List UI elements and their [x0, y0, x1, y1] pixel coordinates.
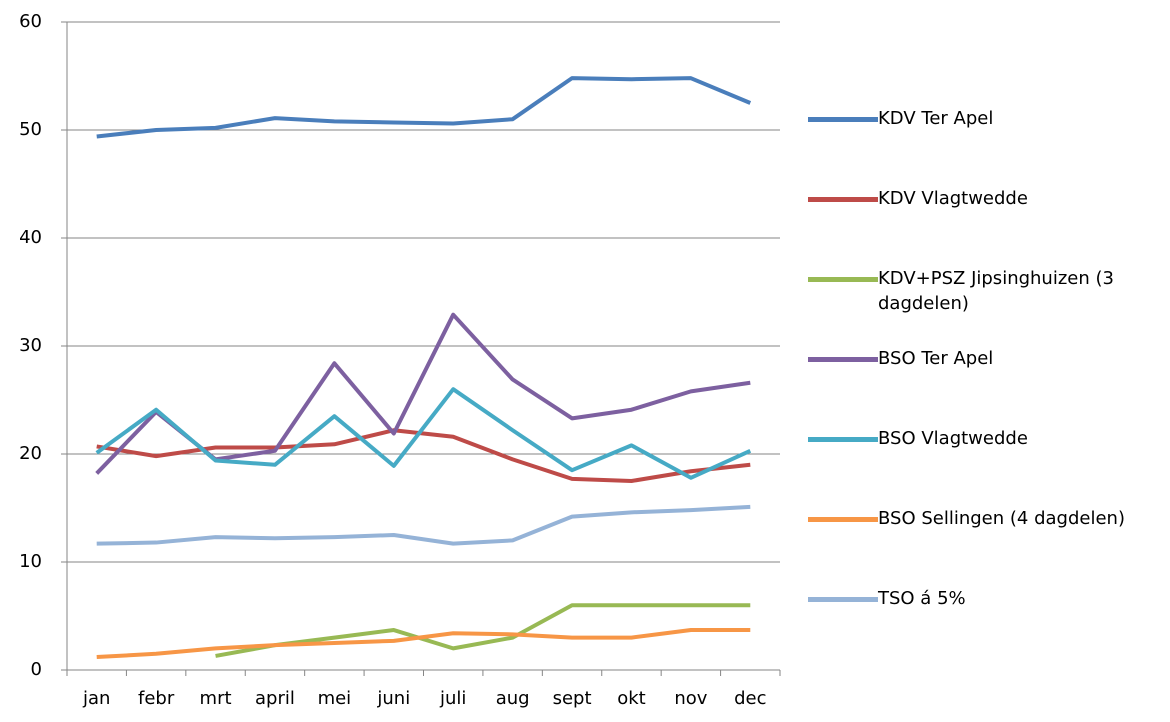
x-tick-label: nov [674, 688, 707, 709]
x-tick-label: aug [496, 688, 530, 709]
x-tick-label: mei [318, 688, 352, 709]
legend-item: TSO á 5% [808, 586, 1164, 611]
legend-label: BSO Vlagtwedde [878, 428, 1028, 449]
y-tick-label: 30 [19, 335, 42, 356]
x-tick-label: april [255, 688, 295, 709]
x-tick-label: sept [553, 688, 592, 709]
legend-swatch [808, 597, 878, 602]
legend-item: BSO Ter Apel [808, 346, 1164, 371]
legend-item: KDV+PSZ Jipsinghuizen (3 dagdelen) [808, 266, 1164, 316]
legend-swatch [808, 117, 878, 122]
legend-item: KDV Vlagtwedde [808, 186, 1164, 211]
x-tick-label: jan [82, 688, 110, 709]
legend-item: BSO Vlagtwedde [808, 426, 1164, 451]
series-line [96, 76, 752, 139]
y-tick-label: 60 [19, 11, 42, 32]
legend-item: BSO Sellingen (4 dagdelen) [808, 506, 1164, 531]
x-tick-label: okt [617, 688, 646, 709]
x-tick-label: febr [138, 688, 175, 709]
legend-label: TSO á 5% [878, 588, 966, 609]
legend-label: KDV+PSZ Jipsinghuizen (3 dagdelen) [878, 268, 1114, 314]
series-line [96, 628, 751, 660]
legend-label: KDV Ter Apel [878, 108, 994, 129]
legend-label: BSO Sellingen (4 dagdelen) [878, 508, 1125, 529]
legend-swatch [808, 277, 878, 282]
legend-item: KDV Ter Apel [808, 106, 1164, 131]
legend-swatch [808, 517, 878, 522]
legend-swatch [808, 357, 878, 362]
legend-label: KDV Vlagtwedde [878, 188, 1028, 209]
series-line [215, 603, 751, 658]
y-tick-label: 50 [19, 119, 42, 140]
series-line [96, 504, 751, 546]
y-tick-label: 20 [19, 443, 42, 464]
legend-swatch [808, 437, 878, 442]
y-tick-label: 0 [31, 659, 42, 680]
x-tick-label: juli [439, 688, 466, 709]
legend-label: BSO Ter Apel [878, 348, 994, 369]
legend-swatch [808, 197, 878, 202]
x-tick-label: mrt [200, 688, 232, 709]
y-tick-label: 10 [19, 551, 42, 572]
series-line [95, 387, 752, 480]
x-tick-label: dec [734, 688, 766, 709]
x-tick-label: juni [376, 688, 410, 709]
y-tick-label: 40 [19, 227, 42, 248]
